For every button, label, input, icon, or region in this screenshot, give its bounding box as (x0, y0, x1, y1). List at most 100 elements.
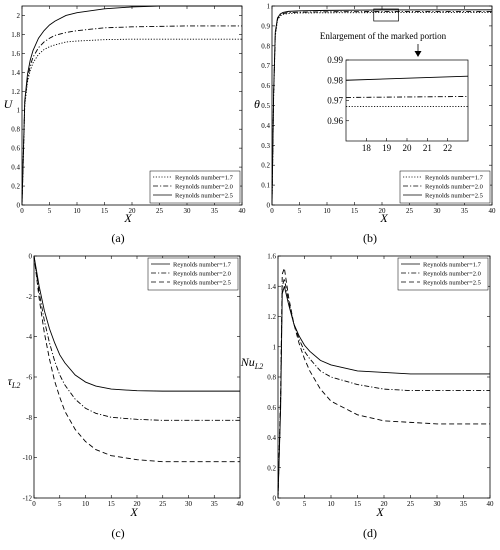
panel-caption: (b) (363, 231, 377, 245)
series-line-3 (21, 5, 242, 206)
y-axis-label: NuL2 (240, 355, 263, 371)
y-tick-label: 0 (17, 202, 21, 210)
y-tick-label: -2 (26, 293, 32, 301)
x-axis-label: X (375, 505, 384, 519)
y-tick-label: 1.6 (267, 253, 276, 261)
x-tick-label: 25 (406, 207, 414, 215)
y-tick-label: -10 (23, 454, 33, 462)
legend-label-2: Reynolds number=2.0 (175, 183, 233, 190)
x-tick-label: 40 (487, 500, 495, 508)
x-axis-label: X (129, 505, 138, 519)
y-axis-label-sub: L2 (254, 362, 263, 371)
inset-y-tick-label: 0.99 (327, 55, 343, 65)
legend-label-2: Reynolds number=2.0 (425, 183, 483, 190)
y-axis-label-main: τ (8, 374, 13, 388)
inset-y-tick-label: 0.97 (327, 96, 343, 106)
x-tick-label: 0 (32, 500, 36, 508)
x-tick-label: 20 (134, 500, 142, 508)
x-tick-label: 30 (434, 207, 442, 215)
x-tick-label: 30 (184, 207, 192, 215)
panel-caption: (c) (111, 526, 124, 540)
series-line-3 (277, 267, 490, 499)
inset-x-tick-label: 20 (403, 143, 413, 153)
y-tick-label: 1.8 (11, 31, 20, 39)
legend-label-1: Reynolds number=1.7 (175, 174, 234, 181)
x-tick-label: 40 (239, 207, 247, 215)
legend-label-2: Reynolds number=2.0 (173, 270, 231, 277)
x-tick-label: 15 (351, 207, 359, 215)
legend-label-1: Reynolds number=1.7 (425, 174, 484, 181)
legend-box (147, 257, 239, 291)
y-tick-label: 0.2 (267, 464, 276, 472)
x-tick-label: 35 (211, 207, 219, 215)
y-tick-label: 0.4 (11, 164, 20, 172)
series-line-1 (33, 255, 240, 392)
y-tick-label: 0.1 (261, 182, 270, 190)
y-tick-label: 1.4 (11, 69, 20, 77)
enlargement-annotation: Enlargement of the marked portion (320, 31, 447, 41)
y-tick-label: 0 (273, 495, 277, 503)
y-tick-label: 1 (273, 343, 277, 351)
legend-box (399, 170, 491, 204)
x-tick-label: 35 (211, 500, 219, 508)
marked-portion-box (373, 8, 399, 22)
legend-label-2: Reynolds number=2.0 (423, 270, 481, 277)
inset-x-tick-label: 22 (443, 143, 452, 153)
series-line-1 (277, 286, 490, 499)
panel-caption: (d) (363, 526, 377, 540)
x-axis-label: X (123, 211, 132, 225)
x-axis-label: X (379, 211, 388, 225)
x-tick-label: 40 (237, 500, 245, 508)
y-axis-label: U (4, 97, 14, 111)
y-axis-label: τL2 (8, 374, 21, 390)
x-tick-label: 10 (328, 500, 336, 508)
inset-x-tick-label: 18 (362, 143, 372, 153)
y-tick-label: 0.8 (261, 42, 270, 50)
legend-label-3: Reynolds number=2.5 (425, 192, 483, 199)
plot-frame (277, 255, 491, 499)
x-tick-label: 35 (461, 207, 469, 215)
y-tick-label: 0.5 (261, 102, 270, 110)
y-tick-label: -4 (26, 333, 32, 341)
x-tick-label: 20 (379, 207, 387, 215)
y-axis-label: θ (254, 97, 260, 111)
series-line-2 (33, 255, 240, 421)
y-tick-label: 1 (267, 3, 271, 11)
y-tick-label: 0.4 (261, 122, 270, 130)
y-tick-label: 0.2 (261, 162, 270, 170)
y-tick-label: 1 (17, 107, 21, 115)
y-tick-label: 0.7 (261, 62, 270, 70)
x-tick-label: 5 (58, 500, 62, 508)
y-tick-label: 0.6 (267, 404, 276, 412)
y-tick-label: 0.2 (11, 183, 20, 191)
x-tick-label: 15 (108, 500, 116, 508)
panel-caption: (a) (111, 231, 124, 245)
x-tick-label: 5 (48, 207, 52, 215)
series-line-2 (277, 278, 490, 499)
x-tick-label: 5 (298, 207, 302, 215)
x-tick-label: 25 (407, 500, 415, 508)
y-tick-label: 0.9 (261, 22, 270, 30)
x-tick-label: 20 (381, 500, 389, 508)
inset-y-tick-label: 0.98 (327, 75, 343, 85)
y-tick-label: -8 (26, 414, 32, 422)
x-tick-label: 40 (489, 207, 497, 215)
legend-box (149, 170, 241, 204)
y-tick-label: -12 (23, 495, 33, 503)
x-tick-label: 30 (434, 500, 442, 508)
panel-a: 0 5 10 15 20 25 30 35 40 0 0.2 0.4 0.6 0.8 1 1.2 1.4 1.6 1… (4, 5, 247, 245)
legend-label-3: Reynolds number=2.5 (175, 192, 233, 199)
y-tick-label: 2 (17, 12, 21, 20)
panel-b: 0 5 10 15 20 25 30 35 40 0 0.1 0.2 0.3 0.4 0.5 0.6 0.7 0.… (254, 3, 496, 246)
inset-frame (345, 59, 469, 142)
x-tick-label: 30 (185, 500, 193, 508)
inset-x-tick-label: 19 (382, 143, 392, 153)
inset-series-line-1 (345, 75, 469, 81)
x-tick-label: 15 (101, 207, 109, 215)
y-tick-label: 1.6 (11, 50, 20, 58)
x-tick-label: 0 (270, 207, 274, 215)
x-tick-label: 20 (129, 207, 137, 215)
y-axis-label-main: Nu (240, 355, 255, 369)
legend-box (397, 257, 489, 291)
arrow-down-icon (414, 51, 422, 57)
